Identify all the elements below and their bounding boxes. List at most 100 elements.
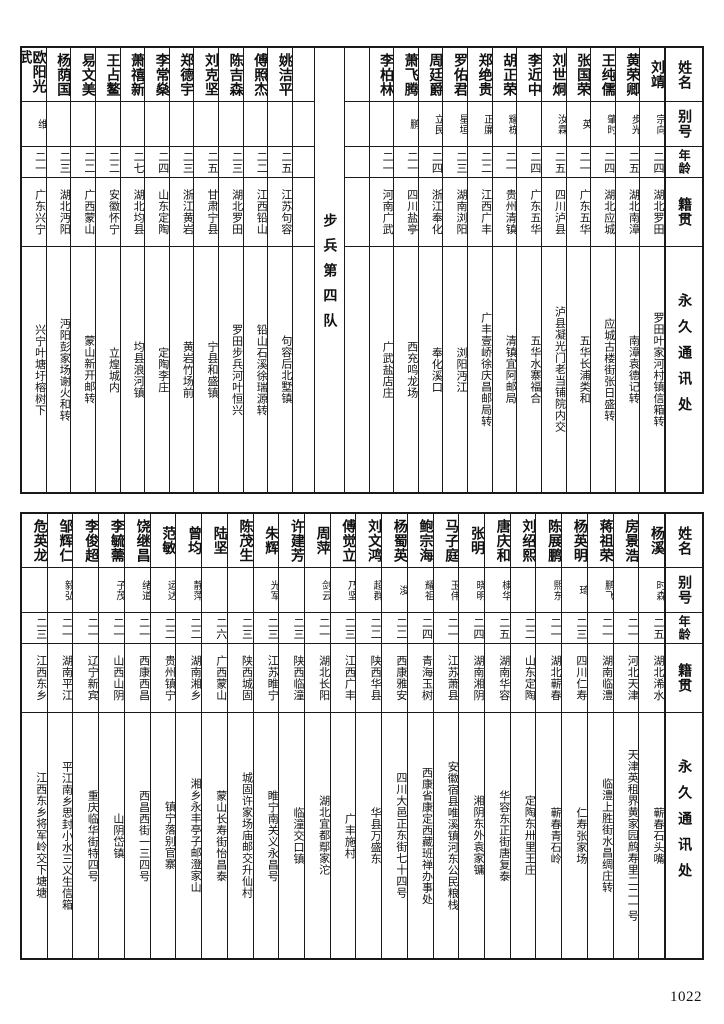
- entry-age: 二一: [394, 147, 418, 178]
- entry-alias: [227, 568, 253, 613]
- entry-address: 均县浪河镇: [132, 340, 145, 399]
- roster-entry-column: 邹辉仁 毅弘 二一 湖南平江 平江南乡思封小水三义生信箱: [46, 514, 73, 958]
- entry-address: 广武盐店庄: [381, 340, 394, 399]
- entry-origin: 辽宁新宾: [73, 644, 99, 713]
- entry-name: 张明: [459, 514, 484, 568]
- entry-name: 陆坚: [202, 514, 227, 568]
- entry-name: 唐庆和: [484, 514, 510, 568]
- roster-entry-column: 范敏 运达 二二 贵州镇宁 镇宁落别官寨: [149, 514, 176, 958]
- roster-entry-column: 鲍宗海 耀祖 二四 青海玉树 西康省康定西藏班禅办事处: [406, 514, 433, 958]
- roster-entry-column: 萧禧新 二七 湖北均县 均县浪河镇: [119, 48, 145, 492]
- page-number: 1022: [670, 989, 702, 1005]
- roster-entry-column: 李柏林 二一 河南广武 广武盐店庄: [368, 48, 394, 492]
- roster-entry-column: 马子庭 玉伟 二一 江苏萧县 安徽宿县唯溪镇河东公民粮栈: [432, 514, 459, 958]
- row-header-name: 姓名: [666, 48, 702, 102]
- roster-entry-column: 杨荫国 二三 湖北沔阳 沔阳彭家场谢火和转: [45, 48, 71, 492]
- roster-entry-column: 唐庆和 棣华 二五 湖南华容 华容东正街唐复泰: [483, 514, 510, 958]
- entry-origin: 江西广丰: [468, 178, 492, 247]
- roster-entry-column: 朱辉 光军 二三 江苏睢宁 睢宁南关义永昌号: [252, 514, 279, 958]
- entry-address: 天津英租界黄家园鹧寿里二二一号: [626, 749, 639, 922]
- entry-age: 二二: [510, 613, 536, 644]
- entry-age: 二一: [536, 613, 562, 644]
- entry-age: 二二: [95, 147, 120, 178]
- entry-alias: [194, 102, 218, 147]
- entry-address: 句容后北墅镇: [279, 335, 292, 404]
- row-header-address: 永久通讯处: [676, 759, 693, 889]
- row-header-name: 姓名: [666, 514, 702, 568]
- entry-name: 郑德宇: [169, 48, 194, 102]
- row-header-column: 姓名 别号 年龄 籍贯 永久通讯处: [664, 514, 702, 958]
- entry-name: 萧禧新: [120, 48, 145, 102]
- entry-age: 二四: [407, 613, 433, 644]
- entry-address: 西昌西街一三四号: [137, 789, 150, 882]
- entry-address: 广丰施村: [343, 812, 356, 859]
- entry-address: 宁县和盛镇: [206, 340, 218, 399]
- entry-name: 杨英明: [562, 514, 587, 568]
- entry-origin: 河北天津: [613, 644, 639, 713]
- entry-origin: 湖北南漳: [615, 178, 640, 247]
- entry-name: 李常燊: [145, 48, 169, 102]
- row-header-alias: 别号: [666, 102, 702, 147]
- blank-cell: [344, 102, 369, 147]
- entry-alias: 绪道: [124, 568, 150, 613]
- entry-alias: [46, 102, 71, 147]
- entry-origin: 湖南华容: [484, 644, 510, 713]
- entry-alias: [95, 102, 120, 147]
- row-header-age: 年龄: [666, 147, 702, 178]
- entry-origin: 湖北浠水: [639, 644, 664, 713]
- entry-address: 泸县凝光门老当铺院内交: [553, 306, 566, 433]
- entry-address: 城固许家场庙邮交升仙村: [240, 772, 253, 899]
- roster-entry-column: 蒋祖荣 鹏飞 二一 湖南临澧 临澧上胜街水昌绸庄转: [586, 514, 613, 958]
- entry-alias: [369, 102, 394, 147]
- entry-alias: 英: [566, 102, 591, 147]
- entry-name: 刘文鸿: [356, 514, 382, 568]
- entry-address: 定陶李庄: [156, 346, 169, 393]
- entry-age: 二一: [587, 613, 613, 644]
- entry-origin: 湖北均县: [120, 178, 145, 247]
- section-divider-label: 步兵第四队: [321, 212, 338, 338]
- entry-address: 睢宁南关义永昌号: [266, 789, 279, 882]
- blank-cell: [344, 147, 369, 178]
- roster-entry-column: 饶继昌 绪道 二一 西康西昌 西昌西街一三四号: [123, 514, 150, 958]
- row-header-age: 年龄: [666, 613, 702, 644]
- entry-origin: 江西铅山: [243, 178, 268, 247]
- entry-origin: 山东定陶: [510, 644, 536, 713]
- entry-alias: 步光: [615, 102, 640, 147]
- blank-cell: [292, 147, 314, 178]
- roster-entry-column: 房景浩 二一 河北天津 天津英租界黄家园鹧寿里二二一号: [612, 514, 639, 958]
- entry-name: 姚洁平: [268, 48, 292, 102]
- entry-address: 蒙山长寿街怡昌泰: [214, 789, 227, 882]
- entry-alias: 时森: [639, 568, 664, 613]
- entry-alias: 乃坚: [330, 568, 356, 613]
- entry-origin: 湖南湘乡: [176, 644, 202, 713]
- entry-age: 二四: [418, 147, 443, 178]
- entry-address: 江西东乡将军岭交下塘塘: [34, 772, 47, 899]
- entry-name: 陈茂生: [227, 514, 253, 568]
- entry-name: 李柏林: [369, 48, 394, 102]
- entry-origin: 湖南湘阴: [459, 644, 484, 713]
- entry-age: 二五: [268, 147, 292, 178]
- entry-origin: 湖南平江: [47, 644, 73, 713]
- entry-age: 二四: [517, 147, 541, 178]
- entry-alias: [219, 102, 243, 147]
- blank-cell: [293, 247, 314, 492]
- entry-origin: 广东五华: [566, 178, 591, 247]
- entry-age: 二四: [591, 147, 615, 178]
- entry-address: 临澧上胜街水昌绸庄转: [600, 778, 613, 893]
- row-header-origin: 籍贯: [666, 178, 702, 247]
- blank-cell: [345, 247, 369, 492]
- roster-entry-column: 王占鳌 二二 安徽怀宁 立煌城内: [94, 48, 120, 492]
- entry-alias: 耀祖: [407, 568, 433, 613]
- entry-name: 傅觉立: [330, 514, 356, 568]
- entry-age: 二一: [492, 147, 517, 178]
- entry-name: 刘绍熙: [510, 514, 536, 568]
- entry-age: 二五: [639, 613, 664, 644]
- blank-cell: [344, 48, 369, 102]
- roster-entry-column: 刘文鸿 超群 二二 陕西华县 华县万盛东: [355, 514, 382, 958]
- entry-alias: 熙东: [536, 568, 562, 613]
- entry-address: 南漳袁德记转: [627, 335, 640, 404]
- entry-name: 危英龙: [22, 514, 47, 568]
- entry-alias: [169, 102, 194, 147]
- entry-address: 蕲春青石岭: [549, 806, 562, 865]
- entry-origin: 河南广武: [369, 178, 394, 247]
